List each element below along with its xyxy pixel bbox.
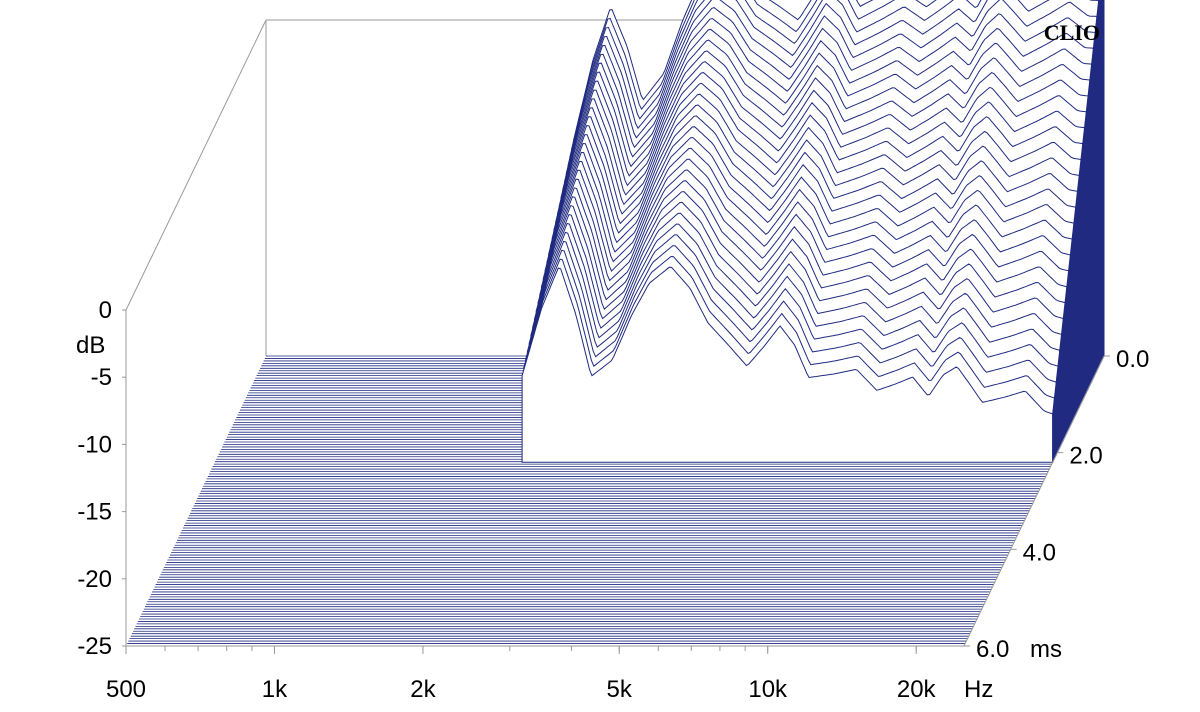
- x-tick-label: 500: [106, 676, 146, 703]
- y-tick-label: -15: [77, 499, 112, 526]
- clio-brand-label: CLIO: [1044, 20, 1100, 45]
- z-axis-unit: ms: [1030, 636, 1062, 663]
- z-axis-line: [963, 355, 1105, 647]
- decay-slice: [521, 266, 1054, 463]
- waterfall-surface: [521, 0, 1105, 463]
- y-tick-label: 0: [99, 297, 112, 324]
- y-tick-label: -5: [91, 364, 112, 391]
- z-axis-ticks: 0.0 2.0 4.0 6.0: [964, 346, 1149, 663]
- y-axis-unit: dB: [76, 332, 105, 359]
- x-axis-unit: Hz: [964, 676, 993, 703]
- x-tick-label: 20k: [897, 676, 937, 703]
- x-tick-label: 10k: [748, 676, 788, 703]
- y-tick-label: -10: [77, 431, 112, 458]
- y-tick-label: -20: [77, 566, 112, 593]
- z-tick-label: 4.0: [1023, 539, 1056, 566]
- x-axis-ticks: 500 1k 2k 5k 10k 20k: [106, 646, 937, 703]
- y-axis-ticks: 0 -5 -10 -15 -20 -25: [77, 297, 126, 660]
- front-axes: [125, 310, 1105, 647]
- top-left-diagonal: [125, 19, 267, 311]
- z-tick-label: 6.0: [976, 636, 1009, 663]
- z-tick-label: 2.0: [1069, 443, 1102, 470]
- x-tick-label: 5k: [607, 676, 633, 703]
- z-tick-label: 0.0: [1116, 346, 1149, 373]
- x-tick-label: 2k: [410, 676, 436, 703]
- x-tick-label: 1k: [262, 676, 288, 703]
- y-tick-label: -25: [77, 633, 112, 660]
